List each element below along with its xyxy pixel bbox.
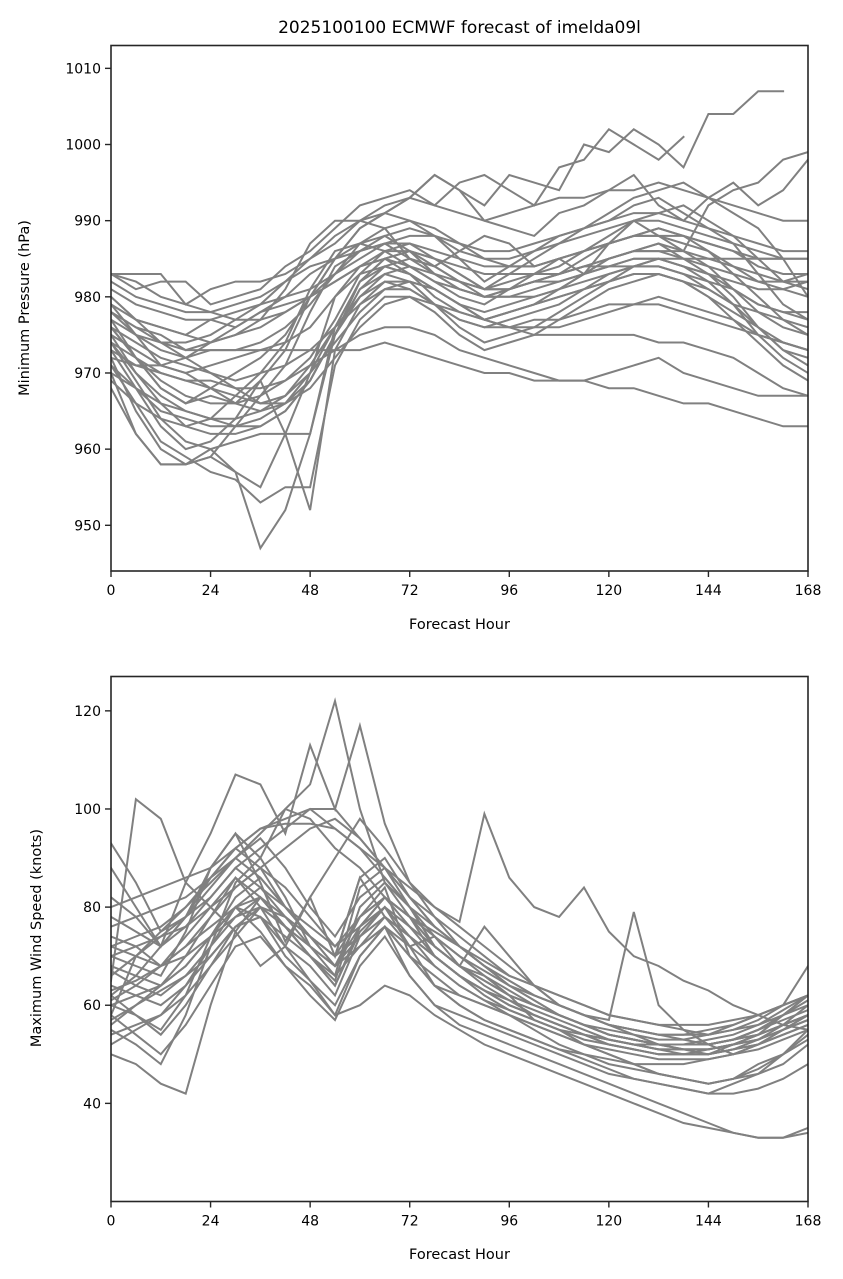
pressure-series-member-16 (111, 273, 808, 382)
pressure-series-member-18 (111, 280, 808, 405)
pressure-x-tick-label: 96 (500, 583, 518, 599)
wind-series-member-08 (111, 905, 808, 1095)
wind-y-tick-label: 60 (83, 998, 101, 1014)
pressure-series-member-17 (111, 295, 808, 413)
wind-x-tick-label: 144 (695, 1214, 722, 1230)
wind-x-tick-label: 0 (107, 1214, 116, 1230)
wind-plot-frame (110, 675, 809, 1203)
wind-x-tick-label: 48 (301, 1214, 319, 1230)
wind-y-tick-label: 100 (74, 802, 101, 818)
wind-series-member-20 (111, 915, 808, 1056)
pressure-series-member-30 (111, 280, 808, 420)
pressure-y-tick-label: 980 (74, 290, 101, 306)
pressure-x-tick-label: 120 (595, 583, 622, 599)
pressure-panel: 0 24 48 72 96 120 144 168 950 960 970 980 990 1000 10… (17, 44, 822, 633)
pressure-y-ticks: 950 960 970 980 990 1000 1010 (65, 61, 111, 534)
chart-title: 2025100100 ECMWF forecast of imelda09l (278, 18, 641, 38)
wind-series-member-23 (111, 822, 808, 1036)
wind-y-tick-label: 120 (74, 704, 101, 720)
wind-x-ticks: 0 24 48 72 96 120 144 168 (107, 1201, 822, 1230)
pressure-y-axis-label: Minimum Pressure (hPa) (17, 220, 33, 396)
wind-x-tick-label: 96 (500, 1214, 518, 1230)
pressure-series-member-12 (111, 265, 808, 511)
wind-series-member-03 (111, 797, 808, 1031)
wind-lines (111, 697, 808, 1139)
pressure-y-tick-label: 1000 (65, 138, 101, 154)
wind-y-axis-label: Maximum Wind Speed (knots) (29, 829, 45, 1047)
pressure-x-tick-label: 0 (107, 583, 116, 599)
pressure-x-tick-label: 24 (202, 583, 220, 599)
wind-x-tick-label: 72 (401, 1214, 419, 1230)
pressure-series-member-29 (111, 265, 808, 435)
wind-x-tick-label: 168 (795, 1214, 822, 1230)
pressure-lines (111, 90, 808, 551)
wind-y-ticks: 40 60 80 100 120 (74, 704, 111, 1112)
wind-series-member-24 (111, 808, 808, 1026)
pressure-x-tick-label: 168 (795, 583, 822, 599)
wind-series-member-10 (111, 905, 808, 1139)
wind-x-tick-label: 120 (595, 1214, 622, 1230)
pressure-y-tick-label: 990 (74, 214, 101, 230)
pressure-y-tick-label: 960 (74, 442, 101, 458)
wind-series-member-17 (111, 925, 808, 1066)
pressure-x-tick-label: 144 (695, 583, 722, 599)
wind-x-axis-label: Forecast Hour (409, 1247, 510, 1263)
pressure-plot-frame (110, 44, 809, 572)
pressure-series-member-07 (111, 204, 808, 451)
pressure-series-member-02 (111, 127, 685, 306)
pressure-series-member-23 (111, 212, 808, 321)
wind-y-tick-label: 80 (83, 900, 101, 916)
pressure-series-member-24 (111, 181, 808, 314)
pressure-series-member-22 (111, 250, 785, 344)
pressure-y-tick-label: 1010 (65, 61, 101, 77)
pressure-series-member-11 (111, 272, 808, 504)
pressure-x-axis-label: Forecast Hour (409, 617, 510, 633)
wind-x-tick-label: 24 (202, 1214, 220, 1230)
pressure-series-member-32 (111, 219, 808, 321)
wind-series-member-28 (111, 905, 808, 1051)
pressure-series-member-31 (111, 219, 808, 352)
pressure-x-tick-label: 72 (401, 583, 419, 599)
pressure-x-tick-label: 48 (301, 583, 319, 599)
pressure-series-member-28 (111, 250, 808, 428)
pressure-y-tick-label: 950 (74, 518, 101, 534)
wind-y-tick-label: 40 (83, 1096, 101, 1112)
wind-series-member-30 (111, 896, 808, 1046)
wind-series-member-11 (111, 876, 808, 1139)
pressure-y-tick-label: 970 (74, 366, 101, 382)
pressure-x-ticks: 0 24 48 72 96 120 144 168 (107, 571, 822, 599)
wind-panel: 0 24 48 72 96 120 144 168 40 60 80 100 120 Forecast… (29, 675, 822, 1263)
pressure-series-member-20 (111, 341, 808, 397)
